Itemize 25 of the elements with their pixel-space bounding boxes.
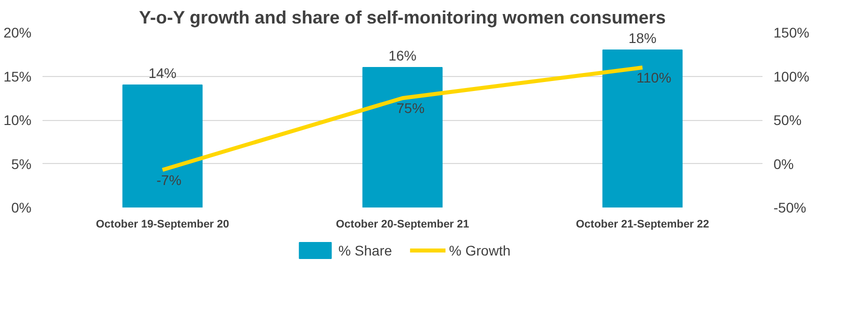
y2-tick-label: -50% [774, 200, 806, 216]
y-tick-label: 5% [11, 156, 32, 172]
bar [602, 50, 683, 208]
y2-tick-label: 50% [774, 112, 802, 128]
data-label: 14% [148, 65, 177, 81]
bar [122, 84, 203, 208]
legend-label: % Growth [449, 242, 511, 258]
legend-label: % Share [338, 242, 392, 258]
y-tick-label: 10% [3, 112, 32, 128]
data-label: 75% [396, 100, 425, 116]
x-tick-label: October 19-September 20 [96, 218, 230, 230]
x-tick-label: October 20-September 21 [336, 218, 470, 230]
y2-tick-label: 150% [774, 24, 810, 40]
chart-title: Y-o-Y growth and share of self-monitoring women consumers [138, 8, 666, 28]
data-label: 110% [636, 70, 672, 86]
data-label: -7% [156, 172, 182, 188]
y-tick-label: 15% [3, 68, 32, 84]
y-tick-label: 20% [3, 24, 32, 40]
x-tick-label: October 21-September 22 [576, 218, 710, 230]
data-label: 18% [628, 30, 657, 46]
bar [362, 67, 443, 208]
y-tick-label: 0% [11, 200, 32, 216]
y2-tick-label: 100% [774, 68, 810, 84]
y2-tick-label: 0% [774, 156, 794, 172]
data-label: 16% [388, 48, 417, 64]
